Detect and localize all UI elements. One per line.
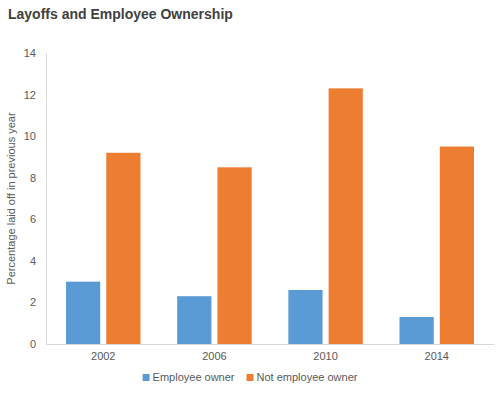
title: Layoffs and Employee Ownership: [8, 6, 233, 22]
y-tick: 10: [24, 130, 46, 142]
x-tick: 2010: [313, 344, 337, 362]
y-axis-line: [46, 54, 47, 345]
y-tick: 6: [30, 213, 46, 225]
legend-item: Employee owner: [143, 371, 235, 383]
x-tick-label: 2006: [202, 350, 226, 362]
bar: [288, 290, 322, 344]
x-tick: 2006: [202, 344, 226, 362]
series: [106, 88, 474, 344]
y-axis: 0 2 4 6 8 10 12 14: [24, 47, 47, 350]
x-axis-line: [47, 344, 495, 345]
chart: Layoffs and Employee Ownership Percentage…: [0, 0, 500, 393]
x-axis: 2002 2006 2010 2014: [47, 344, 495, 362]
bar: [400, 317, 434, 344]
y-tick-label: 10: [24, 130, 36, 142]
bar: [106, 153, 140, 344]
x-tick: 2014: [425, 344, 449, 362]
x-tick: 2002: [91, 344, 115, 362]
y-tick: 2: [30, 296, 46, 308]
legend-item: Not employee owner: [247, 371, 358, 383]
y-tick-label: 12: [24, 89, 36, 101]
x-tick-label: 2002: [91, 350, 115, 362]
y-tick: 12: [24, 89, 46, 101]
y-tick-label: 2: [30, 296, 36, 308]
y-tick-label: 4: [30, 255, 36, 267]
bar: [329, 88, 363, 344]
y-tick-label: 14: [24, 47, 36, 59]
legend-label: Not employee owner: [257, 371, 358, 383]
y-tick-label: 0: [30, 338, 36, 350]
bar: [440, 147, 474, 344]
bars: [66, 88, 474, 344]
y-tick: 8: [30, 172, 46, 184]
legend-label: Employee owner: [153, 371, 235, 383]
y-axis-title: Percentage laid off in previous year: [5, 112, 17, 285]
y-tick-label: 6: [30, 213, 36, 225]
x-tick-label: 2014: [425, 350, 449, 362]
legend-swatch: [247, 374, 254, 381]
bar: [217, 167, 251, 344]
bar: [177, 296, 211, 344]
y-tick: 4: [30, 255, 46, 267]
y-tick: 0: [30, 338, 46, 350]
y-tick: 14: [24, 47, 46, 59]
legend: Employee owner Not employee owner: [143, 371, 358, 383]
bar: [66, 282, 100, 344]
legend-swatch: [143, 374, 150, 381]
y-tick-label: 8: [30, 172, 36, 184]
x-tick-label: 2010: [313, 350, 337, 362]
